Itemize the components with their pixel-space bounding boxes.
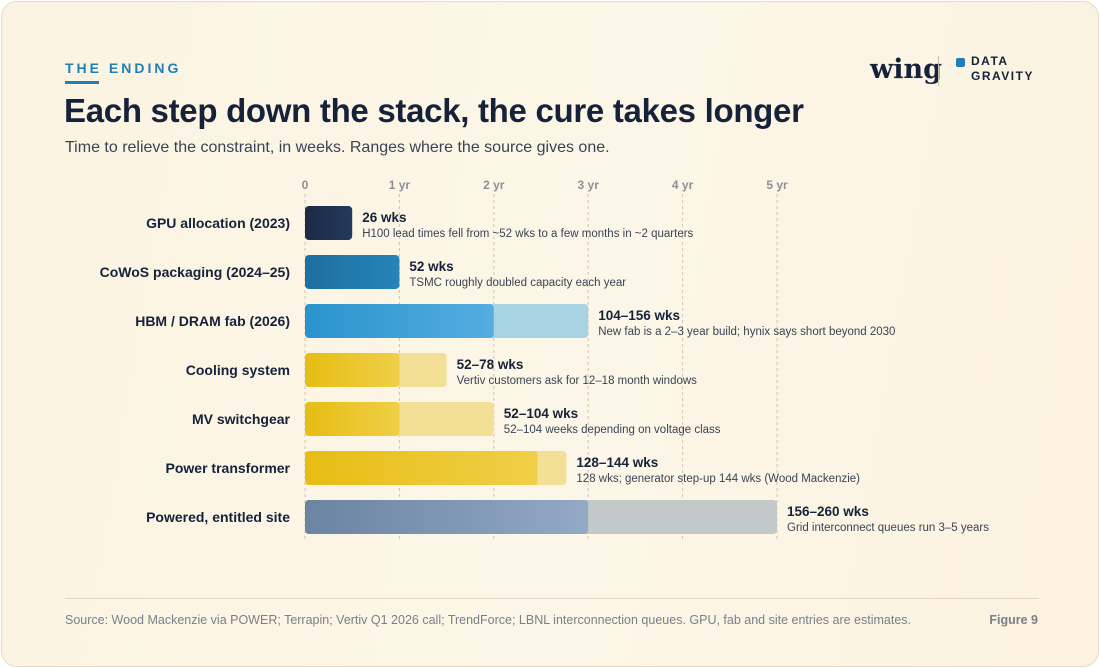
figure-number: Figure 9 [989,613,1038,627]
bar-note: Grid interconnect queues run 3–5 years [787,522,989,534]
bar-note: 128 wks; generator step-up 144 wks (Wood… [576,473,860,485]
category-label: CoWoS packaging (2024–25) [100,264,290,280]
x-tick-label: 4 yr [672,178,694,192]
chart-title: Each step down the stack, the cure takes… [64,92,804,129]
bar-note: Vertiv customers ask for 12–18 month win… [457,375,698,387]
category-label: GPU allocation (2023) [146,215,290,231]
logo-divider [938,56,939,86]
eyebrow-underline [65,81,99,84]
logo-wordmark: wing [870,54,943,85]
x-tick-label: 1 yr [389,178,411,192]
bar-note: 52–104 weeks depending on voltage class [504,424,721,436]
bar-low [305,255,400,289]
category-label: HBM / DRAM fab (2026) [135,313,290,329]
value-label: 156–260 wks [787,504,869,519]
bar-low [305,402,400,436]
value-label: 26 wks [362,210,406,225]
category-label: Power transformer [166,460,291,476]
category-label: MV switchgear [192,411,291,427]
value-label: 104–156 wks [598,308,680,323]
value-label: 52–104 wks [504,406,578,421]
bar-low [305,500,589,534]
bar-low [305,206,353,240]
chart-subtitle: Time to relieve the constraint, in weeks… [65,139,610,156]
value-label: 52 wks [409,259,453,274]
x-tick-label: 5 yr [766,178,788,192]
category-label: Cooling system [186,362,290,378]
value-label: 128–144 wks [576,455,658,470]
logo-text-line2: GRAVITY [971,69,1034,83]
bar-low [305,451,538,485]
bar-note: New fab is a 2–3 year build; hynix says … [598,326,895,338]
x-tick-label: 3 yr [578,178,600,192]
category-label: Powered, entitled site [146,509,290,525]
section-eyebrow: THE ENDING [65,60,182,76]
bar-low [305,353,400,387]
bar-note: TSMC roughly doubled capacity each year [409,277,626,289]
bar-note: H100 lead times fell from ~52 wks to a f… [362,228,693,240]
logo-text-line1: DATA [971,54,1009,68]
x-tick-label: 2 yr [483,178,505,192]
bar-low [305,304,494,338]
footer-divider [65,598,1039,599]
source-note: Source: Wood Mackenzie via POWER; Terrap… [65,613,912,627]
x-tick-label: 0 [302,178,309,192]
bar-chart: 0 1 yr 2 yr 3 yr 4 yr 5 yr GPU allocation (202… [100,178,989,540]
logo-square-icon [956,58,965,67]
value-label: 52–78 wks [457,357,524,372]
